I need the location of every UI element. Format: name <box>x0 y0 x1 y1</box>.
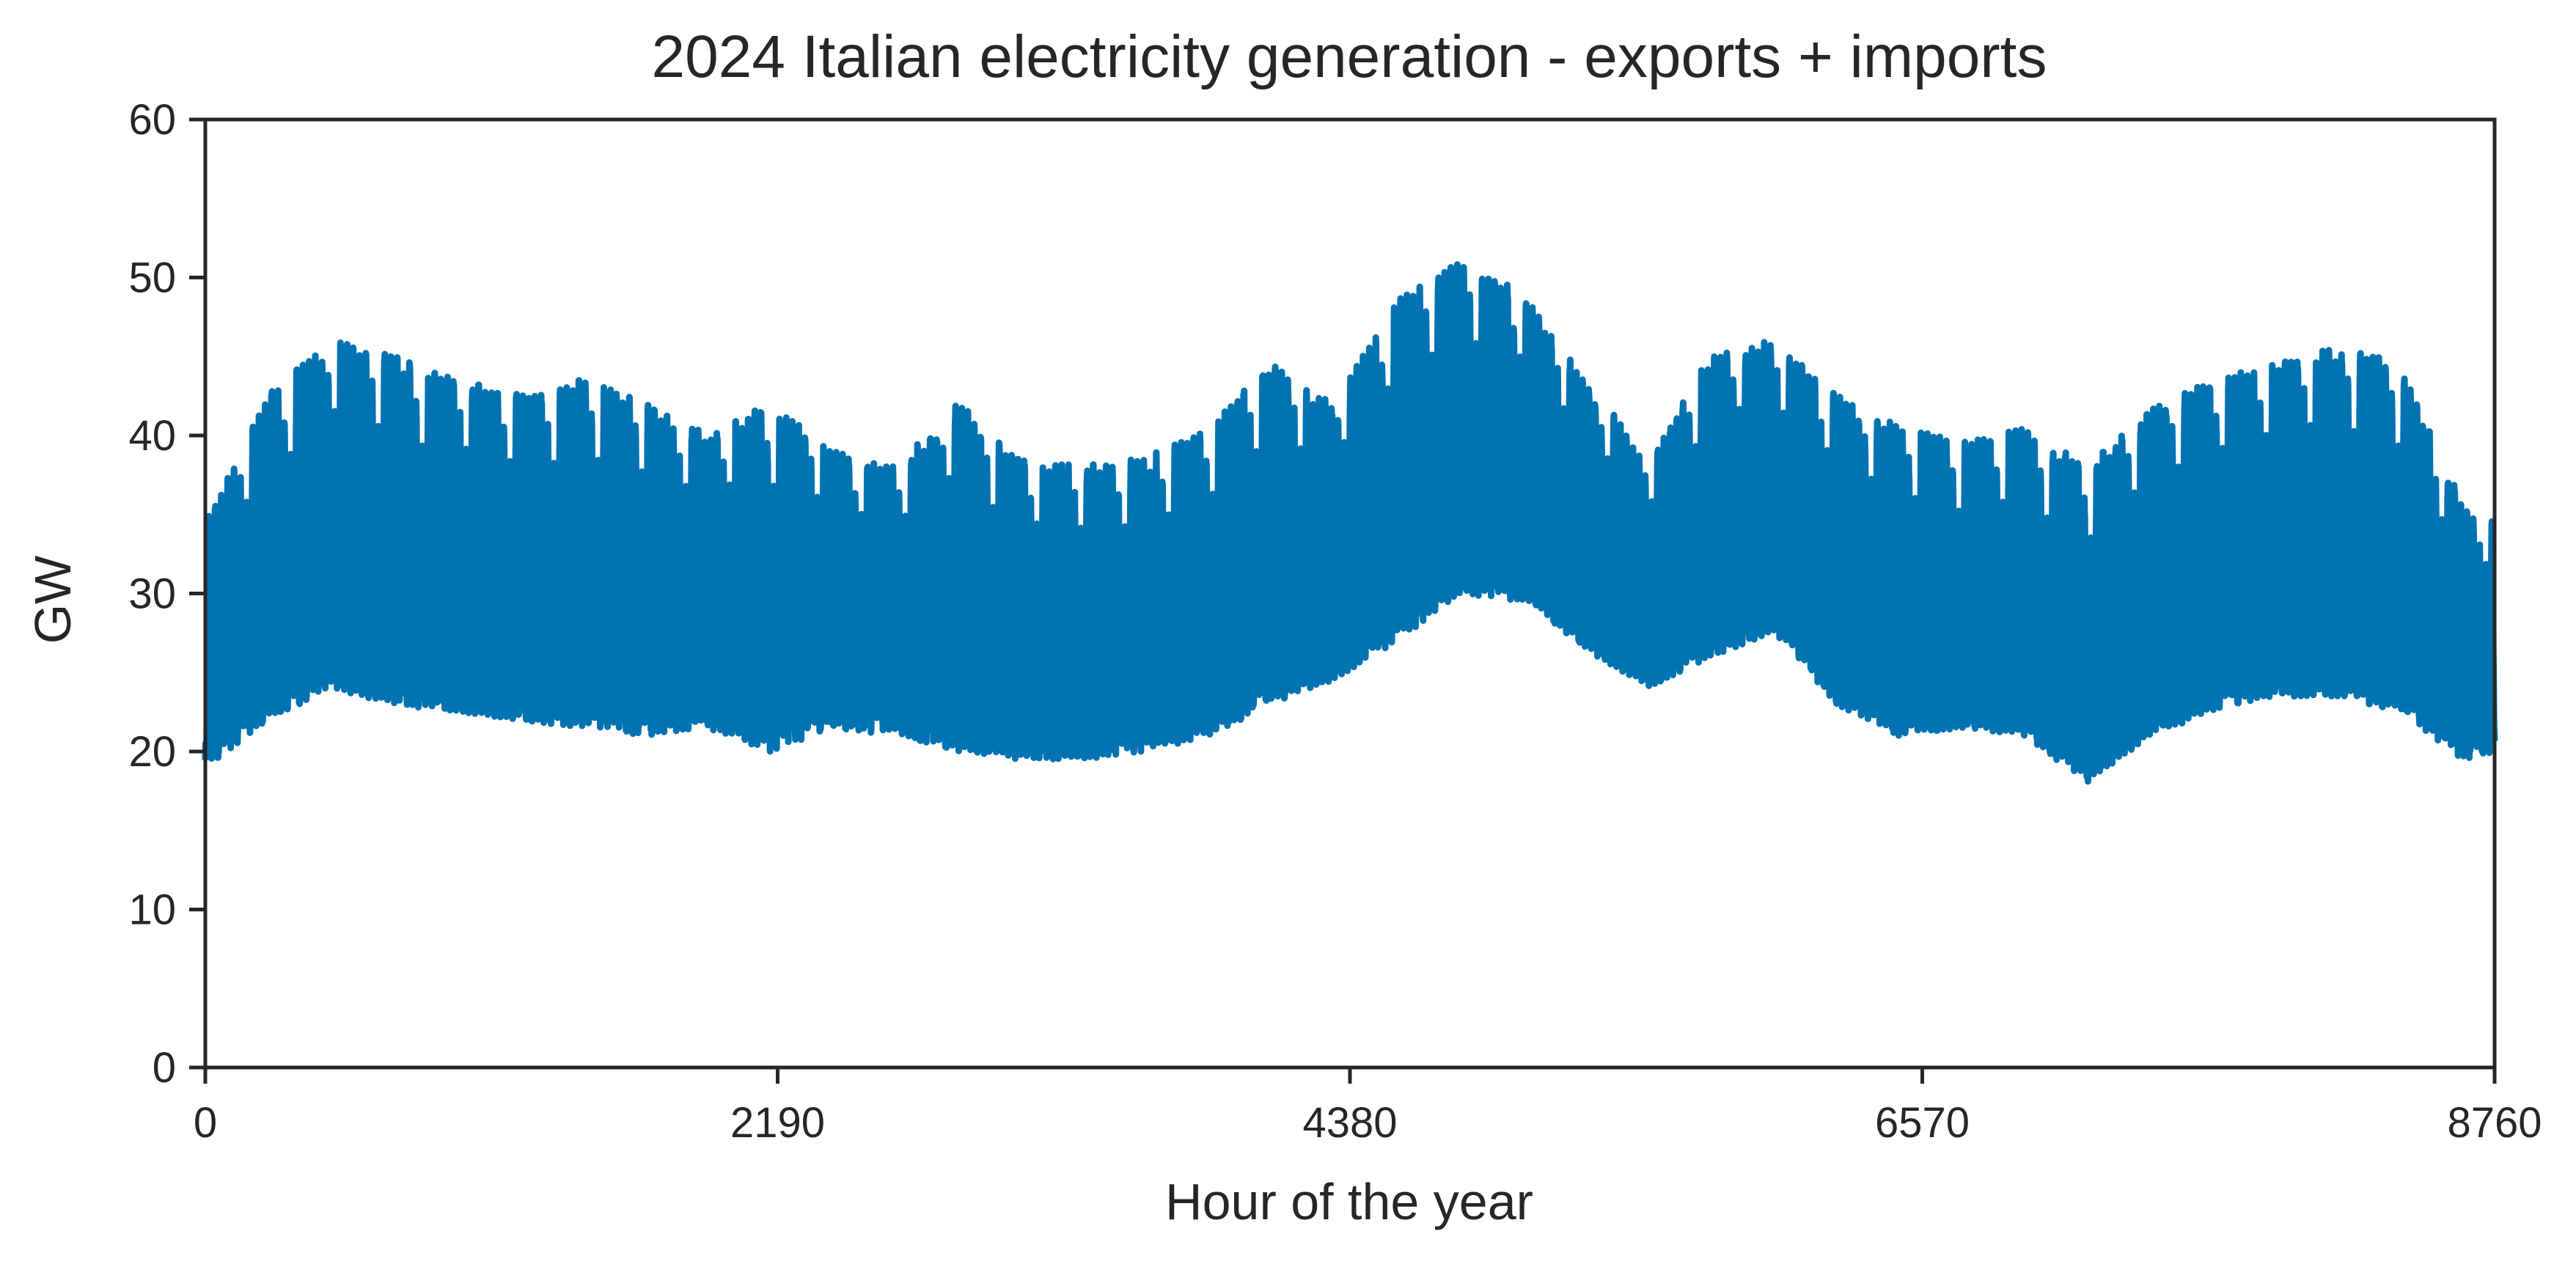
x-tick-label: 6570 <box>1875 1099 1970 1147</box>
y-tick-label: 30 <box>128 570 176 618</box>
series-line <box>202 261 2498 785</box>
x-axis-label: Hour of the year <box>1165 1173 1533 1230</box>
y-tick-label: 50 <box>128 254 176 302</box>
y-tick-label: 40 <box>128 412 176 460</box>
y-tick-label: 60 <box>128 96 176 144</box>
x-tick-label: 4380 <box>1302 1099 1397 1147</box>
y-tick-label: 0 <box>153 1044 176 1092</box>
y-axis-label: GW <box>24 556 81 644</box>
plot-frame <box>203 117 2497 1070</box>
y-axis: 0 10 20 30 40 50 60 <box>128 96 205 1092</box>
plot-area <box>202 261 2498 785</box>
x-tick-label: 0 <box>194 1099 217 1147</box>
y-tick-label: 20 <box>128 728 176 776</box>
x-axis: 0 2190 4380 6570 8760 <box>194 1068 2542 1147</box>
x-tick-label: 2190 <box>730 1099 825 1147</box>
chart-title: 2024 Italian electricity generation - ex… <box>652 23 2047 90</box>
y-tick-label: 10 <box>128 886 176 934</box>
x-tick-label: 8760 <box>2447 1099 2542 1147</box>
